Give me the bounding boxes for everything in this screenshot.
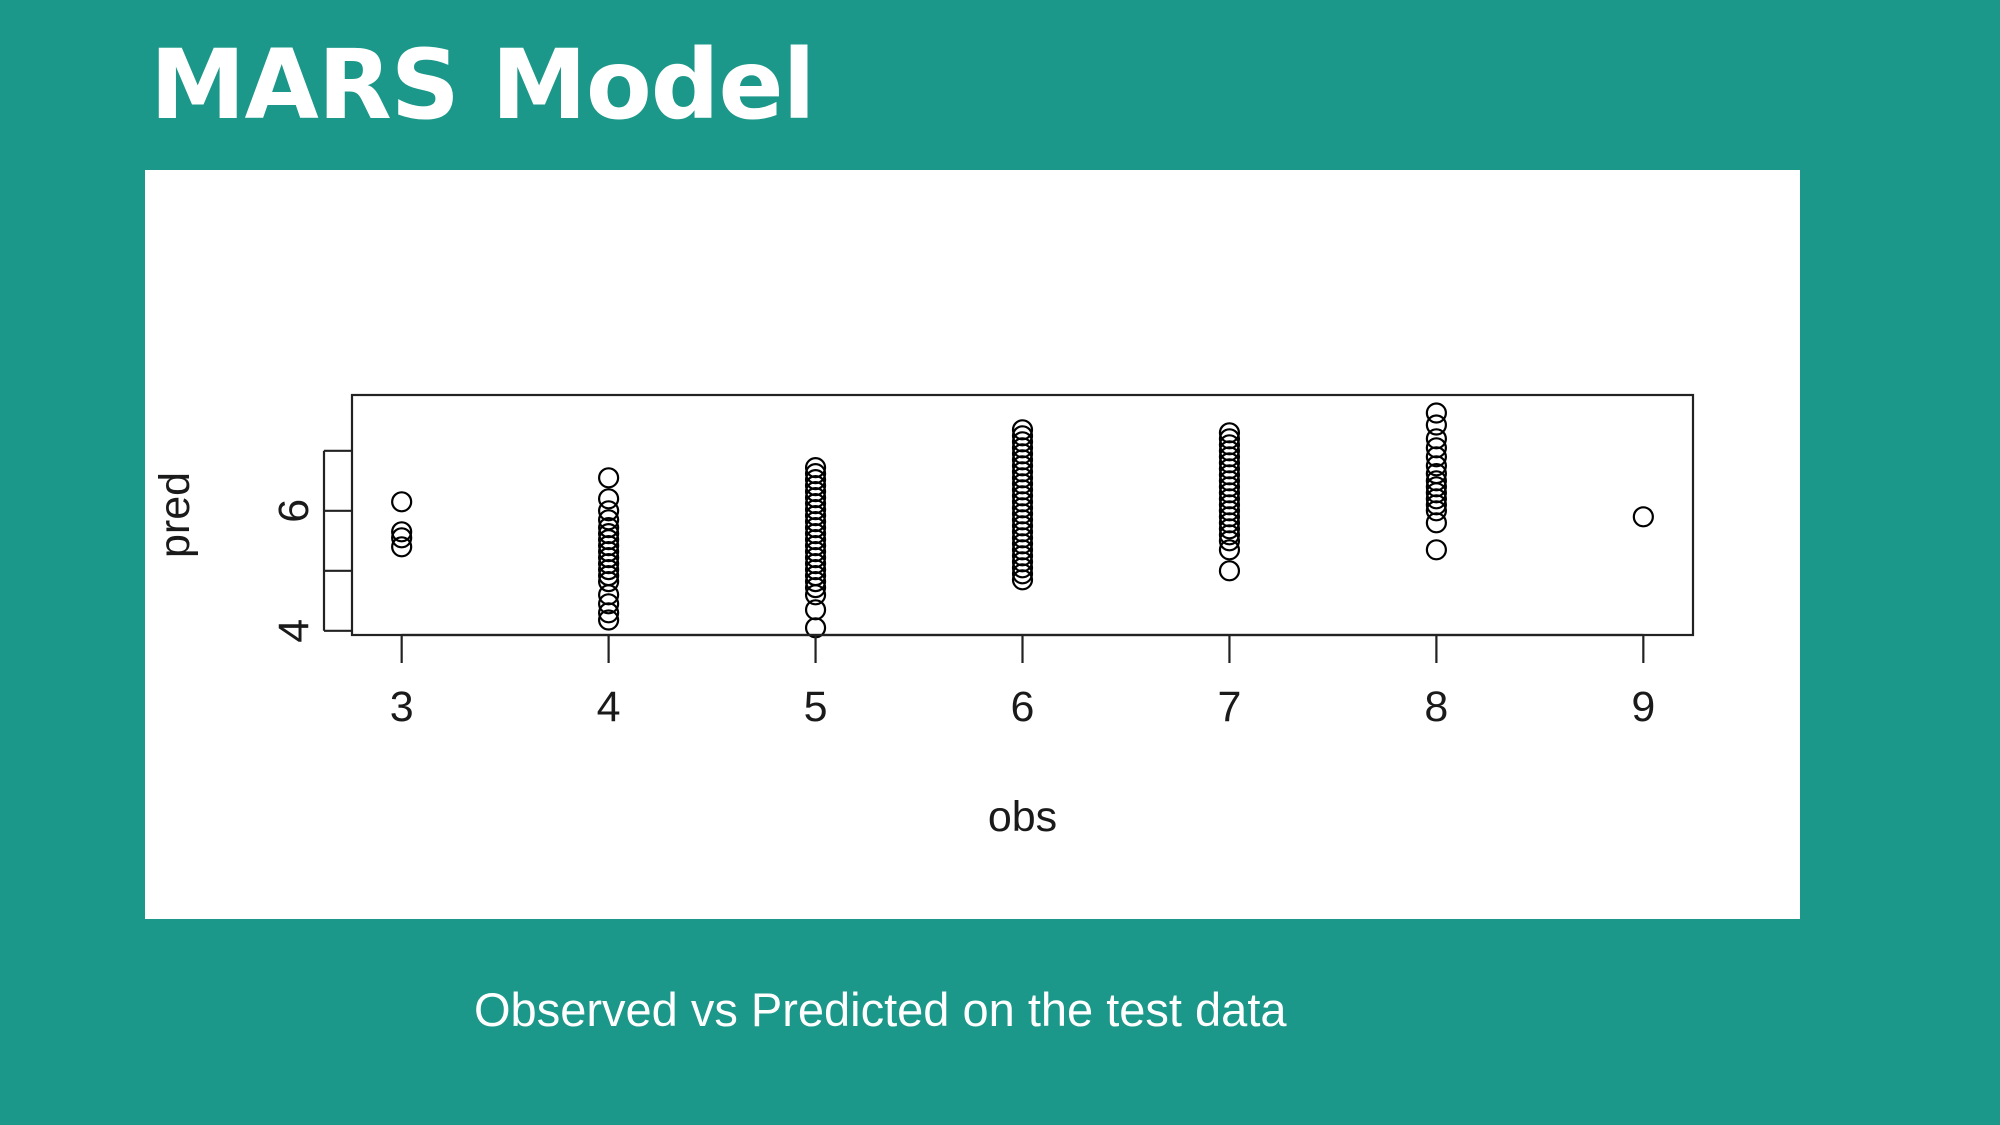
data-point — [598, 609, 620, 631]
data-point — [1011, 557, 1034, 579]
data-point — [1218, 518, 1241, 540]
y-tick-label: 6 — [270, 499, 318, 523]
x-tick-label: 8 — [1424, 683, 1448, 731]
x-axis-title: obs — [988, 793, 1057, 841]
data-point — [598, 593, 620, 615]
data-point — [598, 559, 620, 581]
y-axis: 46 — [270, 449, 352, 643]
points-layer — [391, 402, 1654, 639]
data-point — [1218, 560, 1241, 582]
slide-title: MARS Model — [150, 29, 816, 141]
data-point — [598, 500, 620, 522]
x-tick-label: 5 — [804, 683, 828, 731]
x-tick-label: 4 — [597, 683, 621, 731]
data-point — [391, 536, 413, 558]
data-point — [598, 602, 620, 624]
data-point — [1632, 506, 1654, 528]
data-point — [1425, 539, 1447, 561]
data-point — [1425, 500, 1447, 522]
data-point — [391, 491, 413, 513]
data-point — [598, 571, 620, 593]
data-point — [391, 527, 413, 549]
data-point — [598, 488, 620, 510]
data-point — [804, 577, 827, 599]
plot-frame — [350, 393, 1695, 637]
x-tick-label: 7 — [1217, 683, 1241, 731]
data-point — [1425, 488, 1447, 510]
data-point — [1425, 512, 1447, 534]
data-point — [804, 599, 827, 621]
data-point — [1218, 539, 1241, 561]
data-point — [598, 467, 620, 489]
data-point — [1425, 402, 1447, 424]
data-point — [1218, 530, 1241, 552]
x-tick-label: 6 — [1011, 683, 1035, 731]
data-point — [804, 584, 827, 606]
data-point — [1425, 446, 1447, 468]
y-axis-title: pred — [151, 472, 199, 558]
x-tick-label: 3 — [390, 683, 414, 731]
data-point — [1011, 569, 1034, 591]
data-point — [804, 571, 827, 593]
data-point — [1218, 524, 1241, 546]
x-tick-label: 9 — [1631, 683, 1655, 731]
x-axis: 3 4 5 6 7 8 9 — [390, 633, 1655, 731]
chart-caption: Observed vs Predicted on the test data — [474, 983, 1287, 1036]
data-point — [1425, 414, 1447, 436]
y-tick-label: 4 — [270, 619, 318, 643]
data-point — [1011, 563, 1034, 585]
data-point — [1425, 455, 1447, 477]
data-point — [391, 521, 413, 543]
